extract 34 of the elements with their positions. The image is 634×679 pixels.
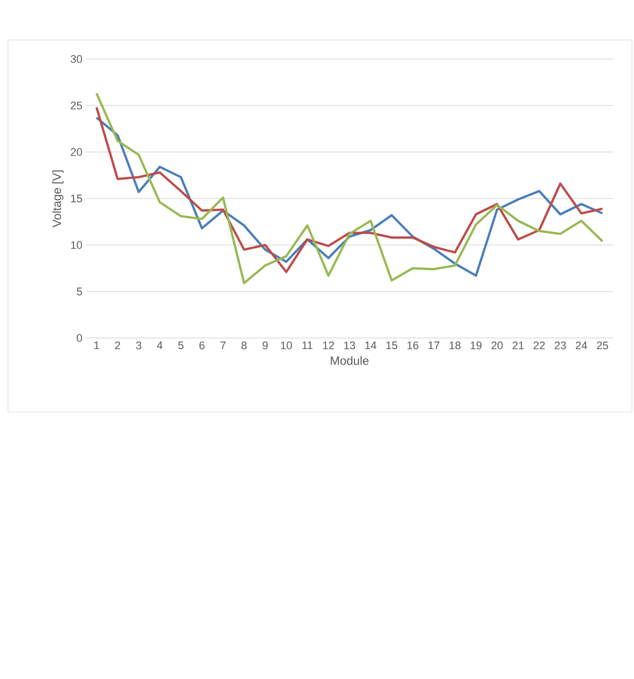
x-tick-label: 7 — [220, 342, 226, 350]
x-tick-label: 19 — [470, 342, 482, 350]
x-tick-label: 3 — [136, 342, 142, 350]
x-tick-label: 14 — [365, 342, 376, 350]
x-tick-label: 23 — [554, 342, 566, 350]
x-tick-label: 6 — [199, 342, 204, 350]
x-tick-label: 12 — [323, 342, 334, 350]
x-tick-label: 10 — [280, 342, 292, 350]
x-tick-label: 4 — [156, 342, 162, 350]
y-tick-label: 30 — [70, 55, 82, 63]
x-axis-title: Module — [330, 356, 369, 365]
x-tick-label: 13 — [344, 342, 356, 350]
x-tick-label: 24 — [576, 342, 588, 350]
x-tick-label: 21 — [512, 342, 524, 350]
y-tick-label: 5 — [76, 288, 82, 296]
x-tick-label: 18 — [450, 342, 461, 350]
x-tick-label: 5 — [178, 342, 184, 350]
x-tick-label: 16 — [407, 342, 418, 350]
x-tick-label: 20 — [492, 342, 503, 350]
y-tick-label: 25 — [70, 102, 82, 110]
y-tick-label: 0 — [76, 334, 82, 342]
x-tick-label: 17 — [428, 342, 440, 350]
y-tick-label: 15 — [71, 194, 82, 202]
x-tick-label: 8 — [242, 342, 247, 350]
x-tick-label: 11 — [302, 342, 312, 350]
x-tick-label: 1 — [94, 342, 100, 350]
y-tick-label: 20 — [70, 148, 82, 156]
x-tick-label: 15 — [386, 342, 398, 350]
y-axis-title: Voltage [V] — [52, 170, 64, 228]
x-tick-label: 2 — [115, 342, 120, 350]
x-tick-label: 22 — [534, 342, 545, 350]
x-tick-label: 9 — [262, 342, 268, 350]
y-tick-label: 10 — [71, 241, 82, 249]
x-tick-label: 25 — [596, 342, 608, 350]
